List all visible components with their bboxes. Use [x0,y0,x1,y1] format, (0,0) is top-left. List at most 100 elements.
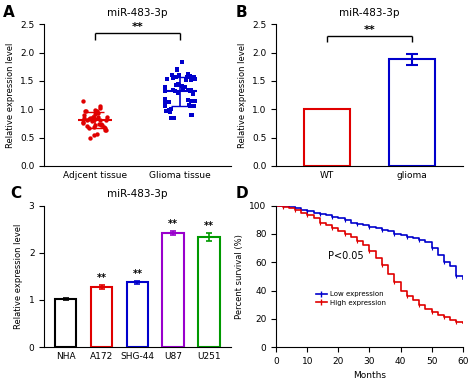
Point [79,98,87,104]
Point [99,122,106,128]
Point [172,82,180,88]
Point [97,122,105,128]
Bar [389,59,435,166]
Point [88,117,95,124]
Point [169,87,176,93]
Point [169,74,176,81]
Point [175,72,182,78]
Point [167,106,175,112]
Point [161,95,169,102]
Title: miR-483-3p: miR-483-3p [107,8,168,18]
Point [95,121,103,127]
Point [191,76,199,82]
Bar [55,299,76,347]
Point [173,66,181,73]
Point [189,91,197,97]
Text: P<0.05: P<0.05 [328,251,364,261]
Point [81,112,88,118]
Y-axis label: Relative expression level: Relative expression level [14,223,23,329]
Point [175,81,183,88]
Point [79,119,87,125]
Point [184,97,192,103]
Point [96,103,103,109]
Point [187,77,195,83]
Point [79,120,87,127]
Point [163,76,171,82]
Text: **: ** [132,269,142,279]
Text: D: D [235,186,248,201]
Bar [198,237,220,347]
Point [184,71,191,77]
Point [93,108,100,115]
Text: A: A [3,5,15,20]
Point [162,108,170,114]
Point [165,107,173,113]
Point [173,66,181,72]
Bar [163,233,184,347]
Legend: Low expression, High expression: Low expression, High expression [313,289,389,308]
Text: **: ** [168,218,178,229]
Point [102,117,109,123]
Point [82,108,90,114]
Point [96,117,104,123]
Point [94,110,102,116]
Point [166,108,173,115]
Text: C: C [10,186,22,201]
Point [89,113,97,120]
Bar [127,283,148,347]
Point [94,114,101,120]
Point [191,98,199,104]
Point [161,88,169,94]
Point [85,116,93,122]
Point [187,98,194,104]
Point [101,125,109,131]
Point [83,117,91,123]
Text: **: ** [97,273,107,283]
Point [183,74,191,80]
Point [190,74,198,80]
Point [174,90,182,96]
Y-axis label: Relative expression level: Relative expression level [237,42,246,148]
Point [102,127,110,133]
Point [187,112,194,118]
Point [100,124,108,130]
Text: B: B [235,5,247,20]
Point [91,115,99,122]
Point [170,115,178,121]
Point [174,81,182,87]
Point [89,115,97,122]
Text: **: ** [131,22,143,32]
X-axis label: Months: Months [353,371,386,381]
Point [161,103,168,109]
Point [185,102,192,108]
Point [178,59,186,65]
Point [101,127,109,133]
Point [81,108,89,114]
Point [91,122,99,128]
Title: miR-483-3p: miR-483-3p [339,8,400,18]
Point [186,88,194,94]
Point [184,87,191,93]
Point [162,84,169,90]
Point [89,114,97,120]
Point [186,73,194,79]
Point [185,102,192,108]
Point [86,135,93,141]
Point [96,105,104,112]
Point [172,74,180,80]
Point [181,84,189,90]
Point [86,125,93,132]
Point [184,71,192,78]
Point [161,100,169,106]
Point [190,103,198,109]
Bar [91,287,112,347]
Point [97,121,104,127]
Y-axis label: Relative expression level: Relative expression level [6,42,15,148]
Point [90,124,98,130]
Point [80,115,88,121]
Point [182,76,190,83]
Point [91,107,99,113]
Text: **: ** [364,24,375,34]
Point [103,114,110,120]
Point [188,112,196,118]
